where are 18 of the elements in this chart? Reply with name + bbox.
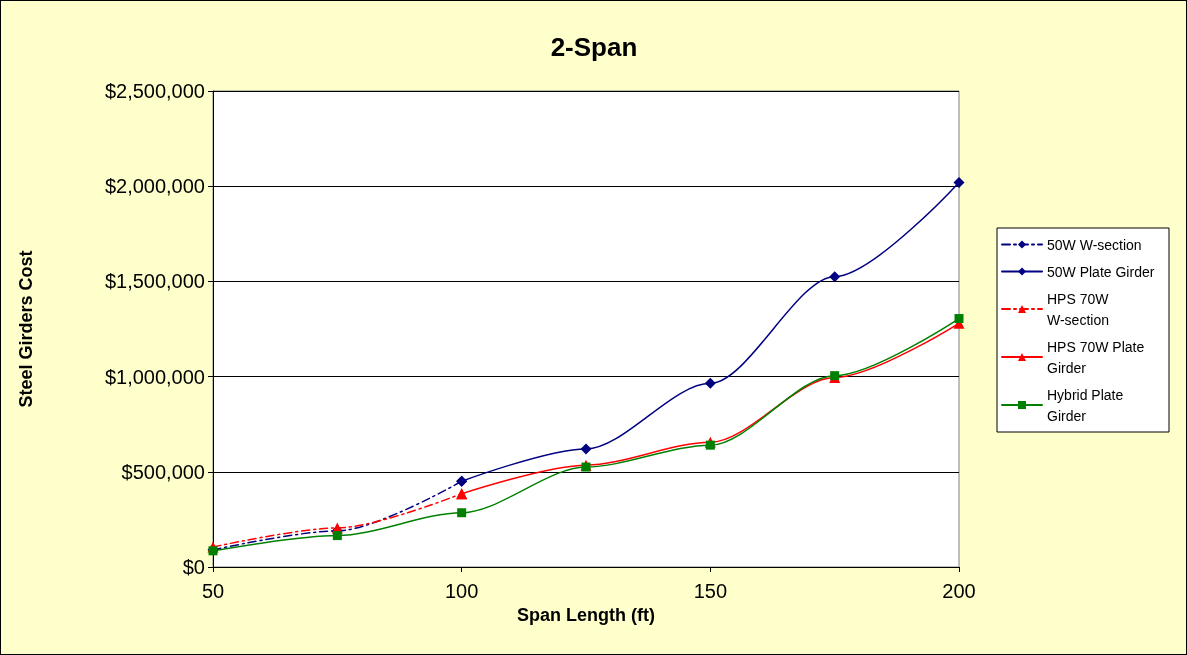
y-tick-label: $1,000,000 — [104, 365, 205, 388]
y-tick-label: $0 — [182, 556, 205, 578]
x-tick-label: 150 — [693, 580, 728, 602]
legend-label: HPS 70W W-section — [1047, 290, 1113, 328]
y-tick-label: $500,000 — [121, 460, 205, 483]
x-axis-title: Span Length (ft) — [517, 604, 655, 625]
y-tick-label: $2,000,000 — [104, 175, 205, 198]
y-tick-label: $1,500,000 — [104, 270, 205, 293]
legend-label: 50W Plate Girder — [1047, 263, 1155, 280]
x-tick-label: 200 — [942, 580, 976, 602]
y-axis-title: Steel Girders Cost — [16, 250, 36, 408]
legend-label: 50W W-section — [1047, 236, 1142, 253]
legend-label: HPS 70W Plate Girder — [1047, 338, 1149, 376]
x-tick-label: 50 — [201, 580, 225, 602]
y-tick-label: $2,500,000 — [104, 80, 205, 102]
chart-title: 2-Span — [550, 32, 638, 62]
x-tick-label: 100 — [444, 580, 479, 602]
legend-label: Hybrid Plate Girder — [1047, 386, 1128, 424]
